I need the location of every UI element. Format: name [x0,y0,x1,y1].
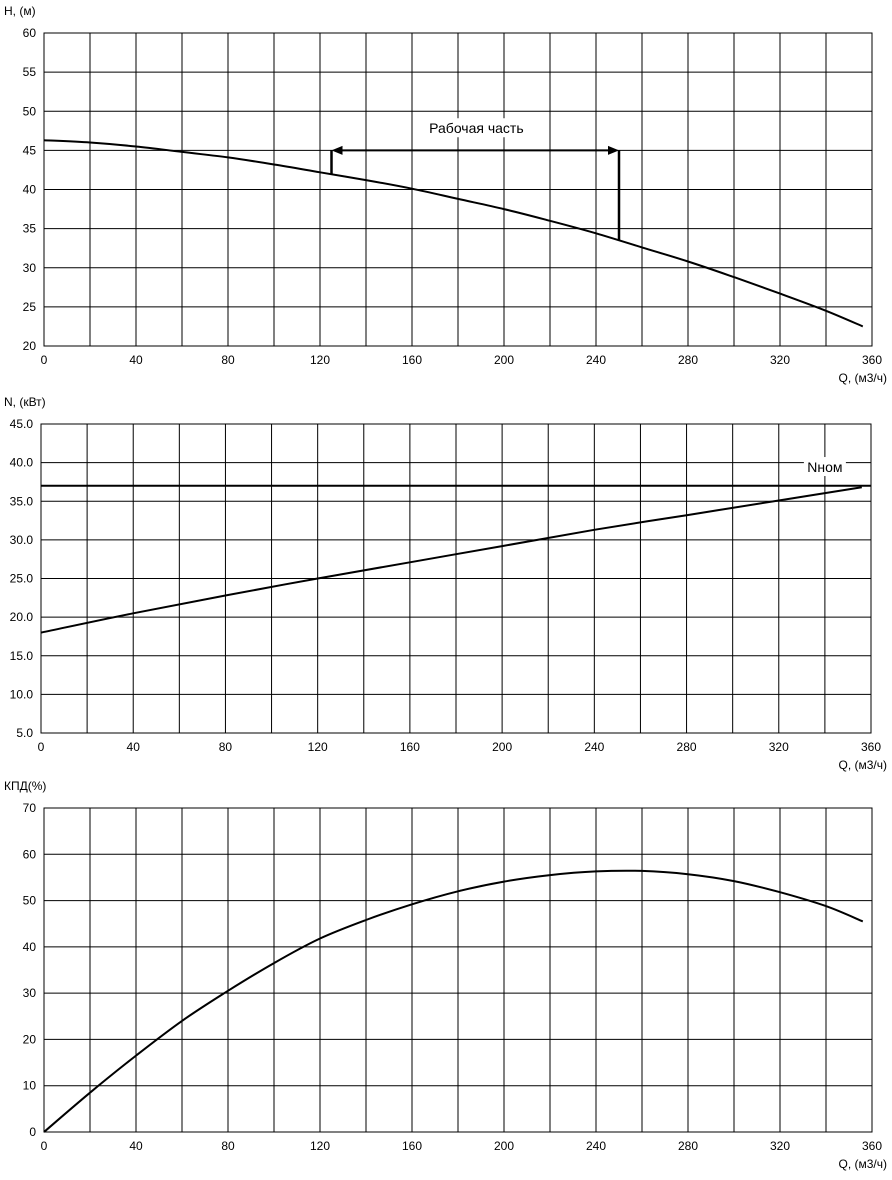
working-range-arrowhead-right [608,145,619,155]
head-x-tick-label: 160 [402,353,422,367]
head-y-tick-label: 30 [23,261,37,275]
head-x-tick-label: 80 [221,353,235,367]
efficiency-y-tick-label: 50 [23,894,37,908]
head-x-tick-label: 120 [310,353,330,367]
power-y-axis-label: N, (кВт) [4,395,46,409]
head-x-tick-label: 40 [129,353,143,367]
efficiency-grid [43,807,873,1133]
power-x-tick-label: 160 [400,740,420,754]
power-y-tick-label: 10.0 [10,687,34,701]
power-x-tick-label: 120 [308,740,328,754]
power-x-axis-label: Q, (м3/ч) [838,758,887,772]
power-curve [40,486,862,634]
head-x-tick-label: 360 [862,353,882,367]
head-x-tick-label: 0 [41,353,48,367]
efficiency-y-tick-label: 70 [23,801,37,815]
head-y-tick-label: 35 [23,222,37,236]
efficiency-x-tick-label: 200 [494,1139,514,1153]
power-x-tick-label: 320 [769,740,789,754]
efficiency-x-tick-label: 40 [129,1139,143,1153]
power-x-tick-label: 200 [492,740,512,754]
head-working-range [330,145,621,241]
efficiency-chart: 0 40 80 120 160 200 240 280 320 360 0 10 20 30 40 50 60 7… [4,779,887,1171]
efficiency-y-tick-label: 40 [23,940,37,954]
efficiency-x-tick-label: 80 [221,1139,235,1153]
head-grid [43,32,873,347]
power-y-tick-label: 35.0 [10,494,34,508]
power-annotation-bg [803,457,846,477]
head-x-tick-label: 280 [678,353,698,367]
efficiency-y-axis-label: КПД(%) [4,779,46,793]
head-y-axis-label: H, (м) [4,4,36,18]
efficiency-y-tick-label: 30 [23,986,37,1000]
power-plot-frame [40,423,872,734]
head-y-tick-label: 55 [23,65,37,79]
efficiency-x-tick-label: 280 [678,1139,698,1153]
power-y-tick-label: 30.0 [10,533,34,547]
head-curve [43,139,864,328]
efficiency-plot-frame [43,807,873,1133]
power-x-tick-label: 240 [584,740,604,754]
efficiency-x-tick-label: 360 [862,1139,882,1153]
working-range-arrowhead-left [331,145,343,155]
head-y-tick-label: 60 [23,26,37,40]
head-chart: 0 40 80 120 160 200 240 280 320 360 20 25 30 35 40 45 50… [4,4,887,385]
efficiency-y-tick-label: 60 [23,847,37,861]
power-grid [40,423,872,734]
power-y-tick-label: 15.0 [10,649,34,663]
efficiency-y-tick-label: 20 [23,1032,37,1046]
head-x-tick-label: 240 [586,353,606,367]
head-annotation-bg [419,118,534,138]
efficiency-x-tick-label: 0 [41,1139,48,1153]
power-y-tick-label: 25.0 [10,572,34,586]
power-x-tick-label: 40 [127,740,141,754]
head-y-tick-label: 25 [23,300,37,314]
efficiency-y-tick-label: 10 [23,1079,37,1093]
power-x-tick-label: 80 [219,740,233,754]
power-x-tick-label: 280 [677,740,697,754]
power-y-tick-label: 20.0 [10,610,34,624]
head-y-tick-label: 20 [23,339,37,353]
power-x-tick-label: 0 [38,740,45,754]
efficiency-x-tick-label: 160 [402,1139,422,1153]
head-y-tick-label: 40 [23,183,37,197]
efficiency-y-tick-label: 0 [29,1125,36,1139]
head-y-tick-label: 45 [23,143,37,157]
head-x-axis-label: Q, (м3/ч) [838,371,887,385]
power-y-tick-label: 5.0 [16,726,33,740]
efficiency-curve [43,869,864,1133]
head-annotation: Рабочая часть [429,120,524,136]
head-x-tick-label: 200 [494,353,514,367]
power-chart: 0 40 80 120 160 200 240 280 320 360 5.0 10.0 15.0 20.… [4,395,887,772]
power-y-tick-label: 40.0 [10,456,34,470]
power-x-tick-label: 360 [861,740,881,754]
power-annotation: Nном [807,459,842,475]
power-y-tick-label: 45.0 [10,417,34,431]
head-plot-frame [43,32,873,347]
efficiency-x-tick-label: 120 [310,1139,330,1153]
head-x-tick-label: 320 [770,353,790,367]
efficiency-x-tick-label: 320 [770,1139,790,1153]
efficiency-x-axis-label: Q, (м3/ч) [838,1157,887,1171]
head-y-tick-label: 50 [23,104,37,118]
efficiency-x-tick-label: 240 [586,1139,606,1153]
